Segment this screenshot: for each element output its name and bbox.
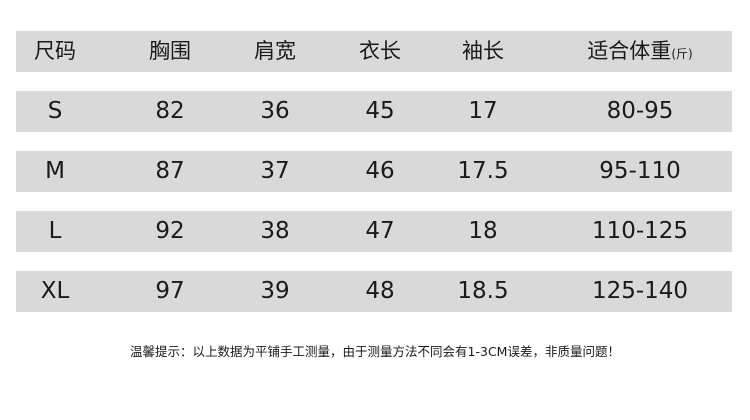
cell-size: M [45,158,65,184]
cell-weight: 110-125 [591,218,689,244]
cell-length: 47 [365,218,395,244]
header-length: 衣长 [359,39,401,63]
cell-shoulder: 39 [260,278,290,304]
cell-chest: 82 [155,98,185,124]
cell-shoulder: 36 [260,98,290,124]
cell-weight: 80-95 [606,98,674,124]
header-weight: 适合体重(斤) [587,31,692,72]
cell-shoulder: 38 [260,218,290,244]
table-row: M 87 37 46 17.5 95-110 [16,151,732,192]
header-chest: 胸围 [149,39,191,63]
weight-unit: (斤) [671,47,693,61]
table-row: L 92 38 47 18 110-125 [16,211,732,252]
footnote: 温馨提示：以上数据为平铺手工测量，由于测量方法不同会有1-3CM误差，非质量问题… [130,344,620,359]
cell-length: 45 [365,98,395,124]
header-size: 尺码 [34,39,76,63]
cell-length: 46 [365,158,395,184]
cell-chest: 87 [155,158,185,184]
cell-chest: 92 [155,218,185,244]
cell-size: L [48,218,62,244]
table-row: XL 97 39 48 18.5 125-140 [16,271,732,312]
cell-length: 48 [365,278,395,304]
cell-shoulder: 37 [260,158,290,184]
cell-sleeve: 17 [468,98,498,124]
table-header: 尺码 胸围 肩宽 衣长 袖长 适合体重(斤) [16,31,732,72]
cell-weight: 125-140 [591,278,689,304]
cell-size: XL [40,278,70,304]
header-shoulder: 肩宽 [254,39,296,63]
cell-sleeve: 18.5 [457,278,509,304]
cell-sleeve: 17.5 [457,158,509,184]
cell-size: S [47,98,63,124]
header-sleeve: 袖长 [462,39,504,63]
cell-weight: 95-110 [599,158,681,184]
cell-sleeve: 18 [468,218,498,244]
header-weight-label: 适合体重 [587,39,672,63]
cell-chest: 97 [155,278,185,304]
table-row: S 82 36 45 17 80-95 [16,91,732,132]
